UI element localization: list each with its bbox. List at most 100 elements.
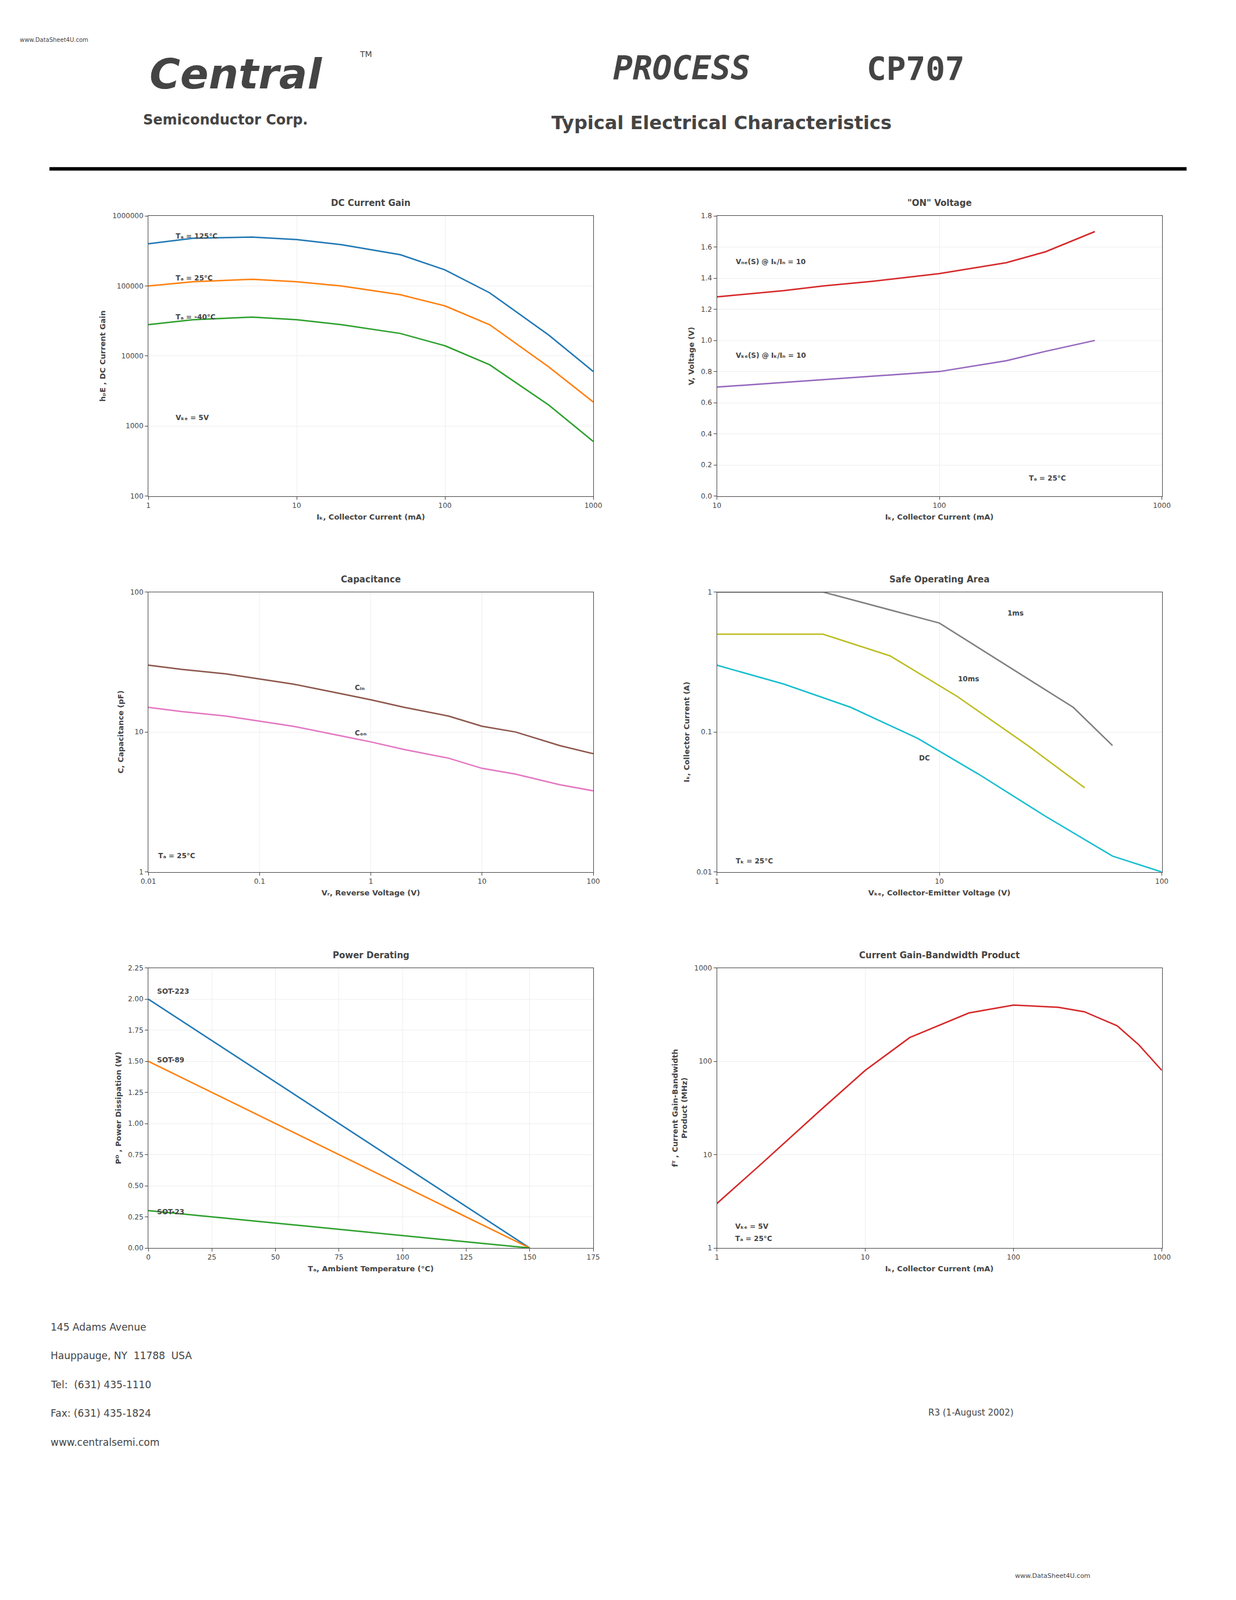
- svg-text:150: 150: [522, 1252, 537, 1262]
- svg-text:0.75: 0.75: [127, 1150, 144, 1159]
- svg-text:www.DataSheet4U.com: www.DataSheet4U.com: [19, 36, 89, 44]
- svg-text:1.0: 1.0: [700, 336, 712, 345]
- svg-text:Hauppauge, NY 11788 USA: Hauppauge, NY 11788 USA: [50, 1349, 192, 1362]
- svg-text:0.1: 0.1: [700, 727, 712, 736]
- svg-text:0.01: 0.01: [140, 877, 157, 886]
- svg-text:100: 100: [586, 877, 601, 886]
- svg-text:1000: 1000: [694, 963, 713, 972]
- svg-text:1000: 1000: [1152, 1252, 1171, 1262]
- svg-text:hₚE , DC Current Gain: hₚE , DC Current Gain: [98, 310, 108, 402]
- svg-text:SOT-89: SOT-89: [157, 1055, 185, 1064]
- svg-text:www.DataSheet4U.com: www.DataSheet4U.com: [1014, 1571, 1091, 1580]
- svg-text:125: 125: [459, 1252, 473, 1262]
- svg-text:1ms: 1ms: [1007, 608, 1024, 618]
- svg-text:PROCESS: PROCESS: [613, 49, 751, 88]
- svg-text:175: 175: [586, 1252, 601, 1262]
- svg-text:TM: TM: [359, 49, 373, 59]
- svg-text:fᵀ , Current Gain-BandwidthPro: fᵀ , Current Gain-BandwidthProduct (MHz): [670, 1048, 690, 1167]
- svg-text:100: 100: [396, 1252, 410, 1262]
- svg-text:0.25: 0.25: [127, 1212, 144, 1221]
- svg-text:Tₐ = 25°C: Tₐ = 25°C: [735, 1234, 773, 1243]
- svg-text:1.2: 1.2: [700, 305, 712, 314]
- svg-text:1: 1: [368, 877, 374, 886]
- svg-text:2.00: 2.00: [127, 994, 144, 1003]
- svg-text:145 Adams Avenue: 145 Adams Avenue: [50, 1320, 146, 1333]
- svg-text:Central: Central: [149, 49, 323, 99]
- svg-text:Tₐ = 25°C: Tₐ = 25°C: [1028, 474, 1067, 483]
- svg-text:V, Voltage (V): V, Voltage (V): [686, 326, 696, 386]
- svg-text:0.1: 0.1: [254, 877, 266, 886]
- svg-text:100: 100: [1155, 877, 1169, 886]
- svg-text:10000: 10000: [120, 351, 144, 361]
- svg-text:Vᵣ, Reverse Voltage (V): Vᵣ, Reverse Voltage (V): [321, 888, 421, 897]
- svg-text:1: 1: [714, 1252, 720, 1262]
- svg-text:10: 10: [291, 501, 301, 510]
- svg-text:100: 100: [130, 588, 144, 597]
- svg-text:100000: 100000: [116, 282, 144, 291]
- svg-text:1.75: 1.75: [127, 1026, 144, 1035]
- svg-text:1.25: 1.25: [127, 1088, 144, 1097]
- svg-text:50: 50: [271, 1252, 280, 1262]
- svg-text:0.0: 0.0: [700, 492, 712, 501]
- svg-text:Vₙₑ(S) @ Iₖ/Iₙ = 10: Vₙₑ(S) @ Iₖ/Iₙ = 10: [735, 257, 806, 266]
- svg-text:Vₖₑ = 5V: Vₖₑ = 5V: [175, 413, 210, 422]
- svg-text:0.4: 0.4: [700, 429, 712, 438]
- svg-text:10: 10: [134, 727, 144, 736]
- svg-text:10: 10: [703, 1150, 712, 1159]
- svg-text:Tₐ = 25°C: Tₐ = 25°C: [158, 851, 196, 860]
- svg-text:100: 100: [698, 1056, 712, 1065]
- svg-text:100: 100: [932, 501, 947, 510]
- svg-text:0.2: 0.2: [700, 460, 712, 469]
- svg-text:0.6: 0.6: [700, 398, 712, 407]
- svg-text:1.4: 1.4: [700, 273, 712, 283]
- svg-text:10: 10: [712, 501, 722, 510]
- svg-text:1: 1: [707, 1243, 712, 1252]
- svg-text:0.8: 0.8: [700, 367, 712, 376]
- svg-text:1000: 1000: [1152, 501, 1171, 510]
- svg-text:Tₐ = 25°C: Tₐ = 25°C: [175, 273, 213, 283]
- svg-text:SOT-223: SOT-223: [157, 987, 190, 996]
- svg-text:Pᴰ , Power Dissipation (W): Pᴰ , Power Dissipation (W): [114, 1051, 123, 1164]
- svg-text:Capacitance: Capacitance: [340, 574, 401, 585]
- svg-text:0.01: 0.01: [696, 867, 712, 876]
- svg-text:CP707: CP707: [866, 49, 965, 88]
- svg-text:Safe Operating Area: Safe Operating Area: [889, 574, 990, 585]
- svg-text:10ms: 10ms: [957, 674, 979, 683]
- svg-text:R3 (1-August 2002): R3 (1-August 2002): [928, 1407, 1014, 1418]
- svg-text:1: 1: [707, 588, 712, 597]
- svg-text:1.6: 1.6: [700, 243, 712, 252]
- svg-text:75: 75: [334, 1252, 344, 1262]
- svg-text:1.8: 1.8: [700, 211, 712, 220]
- svg-text:25: 25: [207, 1252, 217, 1262]
- svg-text:10: 10: [860, 1252, 870, 1262]
- svg-text:SOT-23: SOT-23: [157, 1207, 185, 1216]
- svg-text:0.00: 0.00: [127, 1243, 144, 1252]
- svg-text:Tₐ = 125°C: Tₐ = 125°C: [175, 232, 218, 241]
- svg-text:0.50: 0.50: [127, 1181, 144, 1190]
- svg-text:10: 10: [477, 877, 487, 886]
- svg-text:Semiconductor Corp.: Semiconductor Corp.: [143, 111, 308, 128]
- svg-text:Vₖₑ = 5V: Vₖₑ = 5V: [735, 1222, 769, 1231]
- svg-text:Tel: (631) 435-1110: Tel: (631) 435-1110: [50, 1378, 152, 1391]
- svg-text:Fax: (631) 435-1824: Fax: (631) 435-1824: [50, 1407, 152, 1419]
- svg-text:Power Derating: Power Derating: [332, 949, 410, 961]
- svg-text:100: 100: [130, 492, 144, 501]
- svg-text:Cₒₙ: Cₒₙ: [354, 728, 367, 737]
- svg-text:"ON" Voltage: "ON" Voltage: [907, 197, 972, 209]
- svg-text:DC: DC: [919, 753, 931, 762]
- svg-text:1.50: 1.50: [127, 1056, 144, 1065]
- svg-text:Cᵢₙ: Cᵢₙ: [354, 683, 365, 692]
- svg-text:1000: 1000: [125, 421, 144, 430]
- svg-text:2.25: 2.25: [127, 963, 144, 972]
- svg-text:Vₖₑ(S) @ Iₖ/Iₙ = 10: Vₖₑ(S) @ Iₖ/Iₙ = 10: [735, 351, 807, 360]
- svg-text:C, Capacitance (pF): C, Capacitance (pF): [116, 690, 126, 774]
- svg-text:1000000: 1000000: [112, 211, 144, 220]
- svg-text:Current Gain-Bandwidth Product: Current Gain-Bandwidth Product: [859, 949, 1020, 961]
- svg-text:1: 1: [139, 867, 144, 876]
- svg-text:Tₐ, Ambient Temperature (°C): Tₐ, Ambient Temperature (°C): [307, 1263, 434, 1273]
- svg-text:1000: 1000: [584, 501, 603, 510]
- svg-text:Vₖₑ, Collector-Emitter Voltage: Vₖₑ, Collector-Emitter Voltage (V): [868, 888, 1011, 897]
- svg-text:Tₖ = 25°C: Tₖ = 25°C: [735, 856, 774, 865]
- svg-text:Iₖ, Collector Current (mA): Iₖ, Collector Current (mA): [316, 512, 426, 522]
- svg-text:Iₖ, Collector Current (mA): Iₖ, Collector Current (mA): [885, 512, 995, 522]
